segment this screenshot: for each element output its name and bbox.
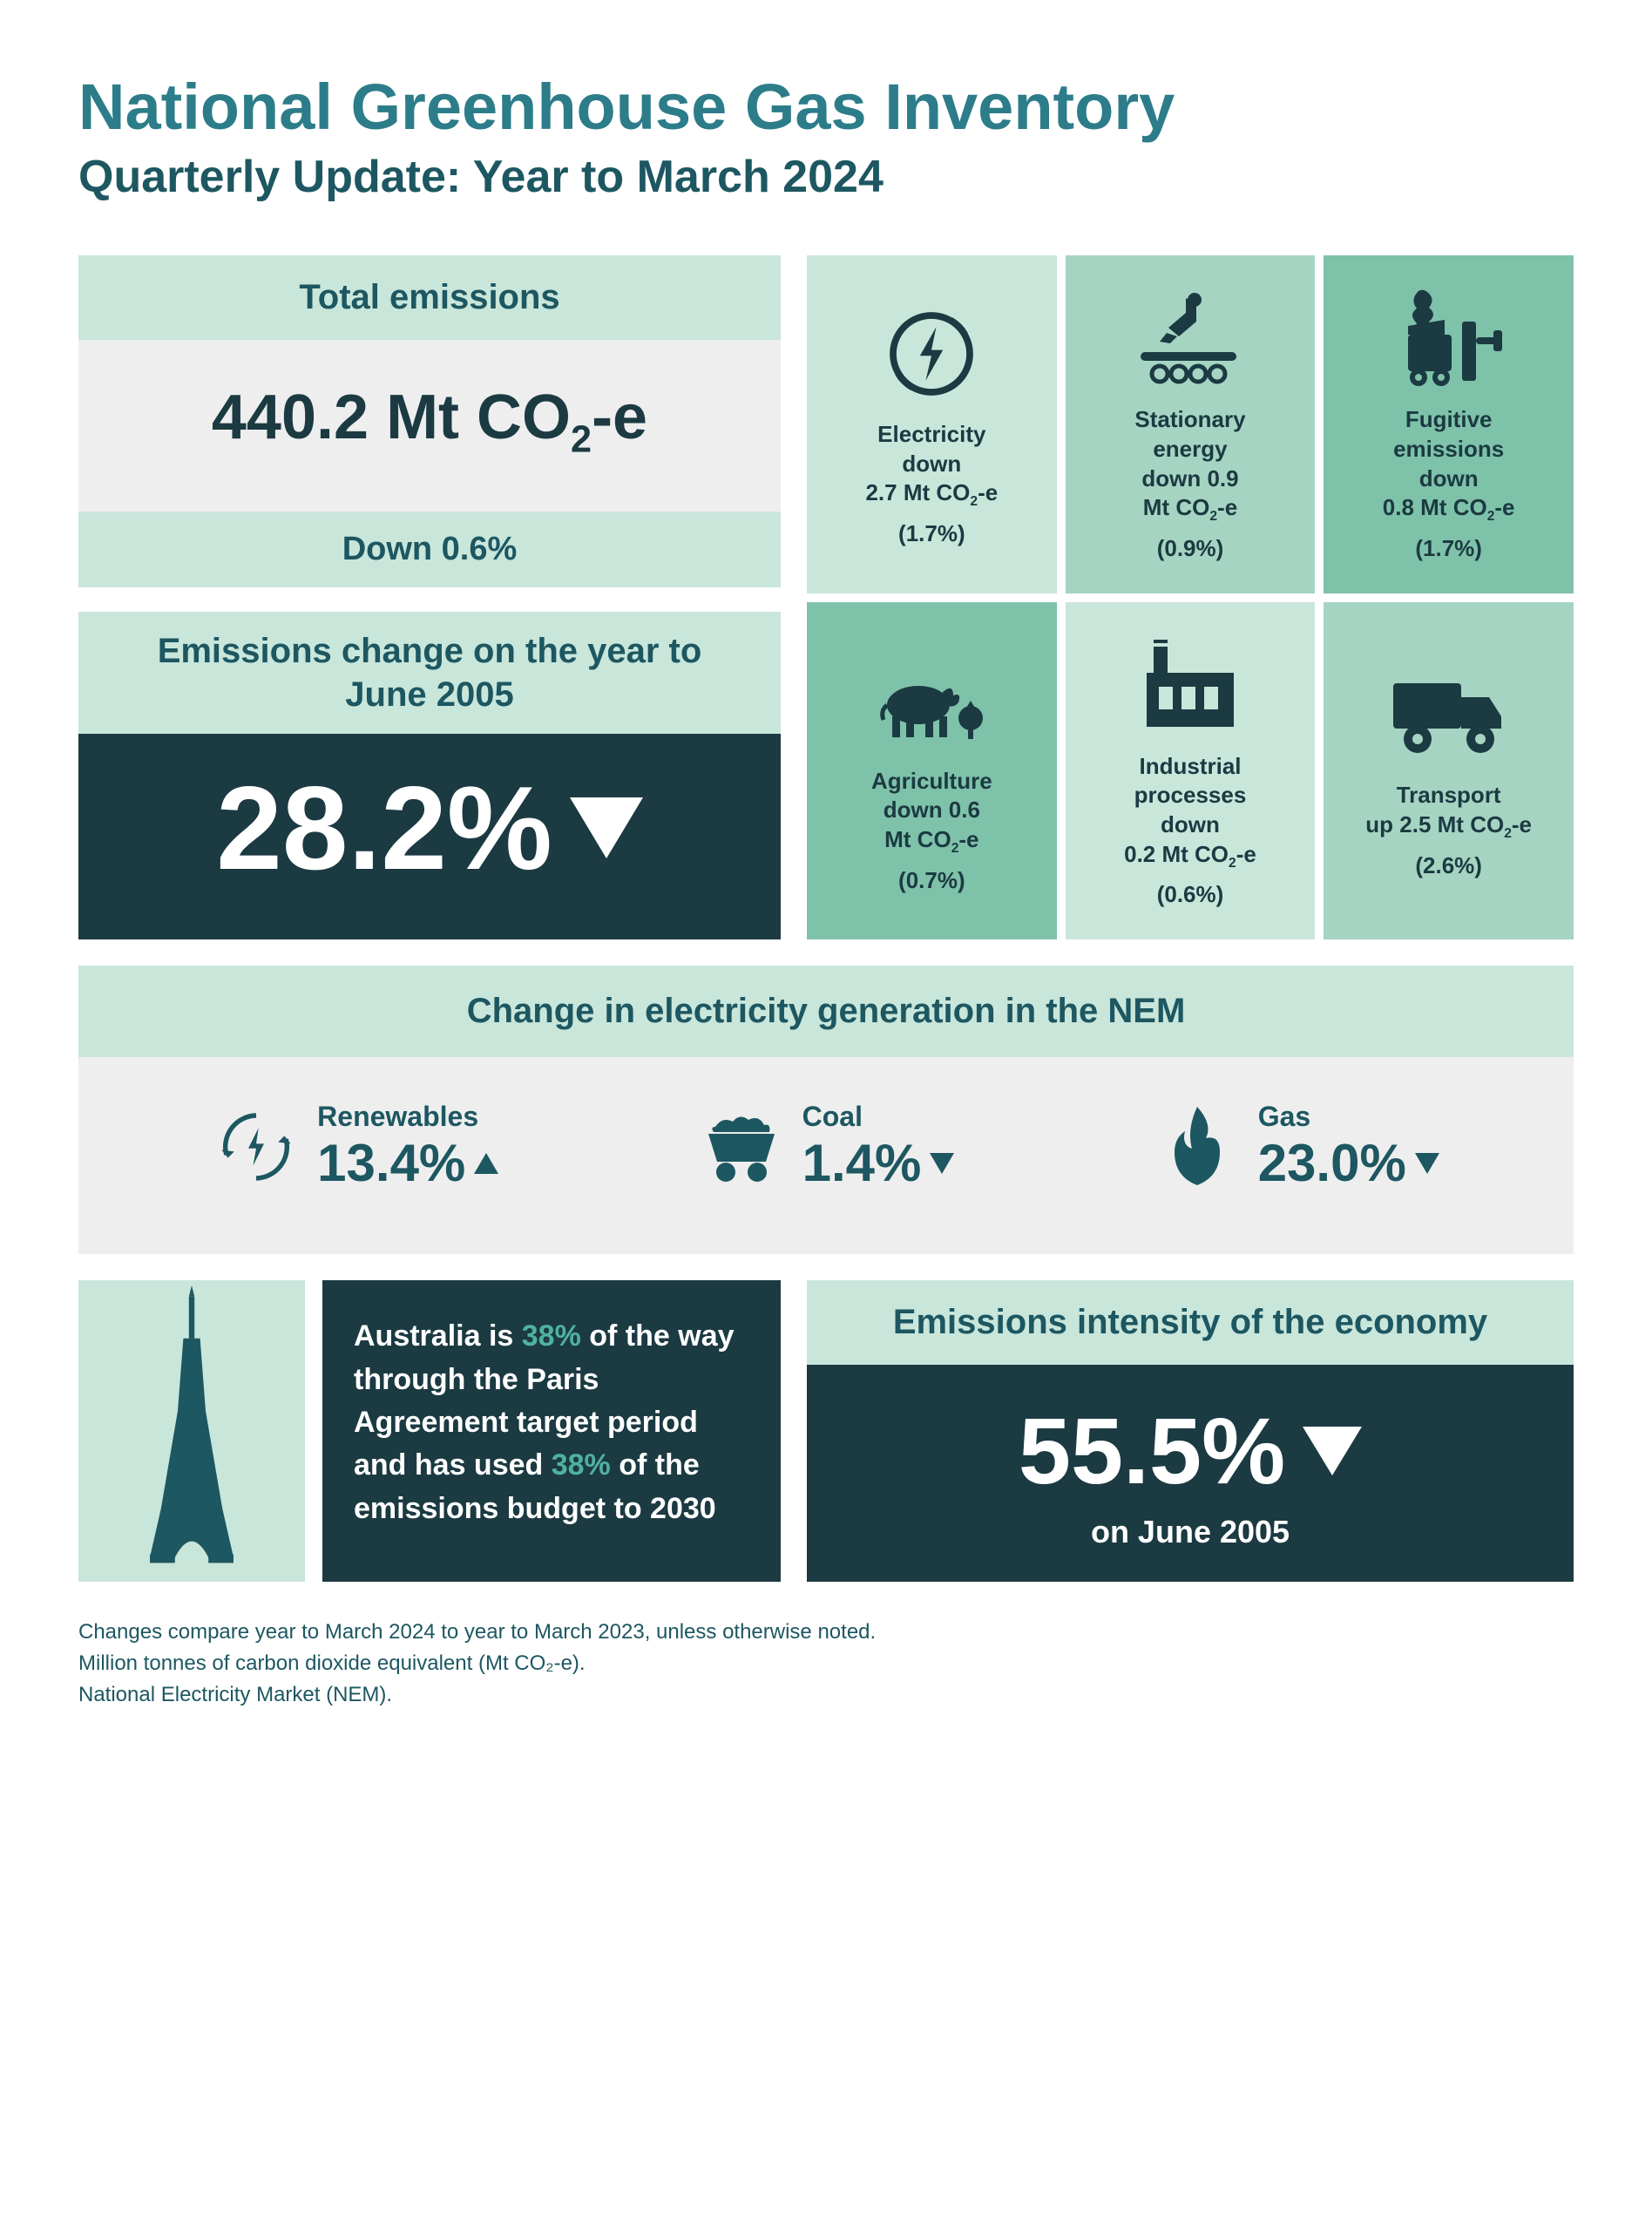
footnote-line-1: Million tonnes of carbon dioxide equival… — [78, 1648, 1574, 1679]
nem-value: 1.4% — [802, 1133, 955, 1193]
cart-icon — [698, 1103, 785, 1190]
nem-value: 23.0% — [1258, 1133, 1439, 1193]
sector-text: Agriculturedown 0.6Mt CO2-e — [871, 767, 992, 858]
nem-item-1: Coal 1.4% — [698, 1101, 955, 1193]
sector-grid: Electricitydown2.7 Mt CO2-e (1.7%) Stati… — [807, 255, 1574, 939]
sector-card-4: Industrialprocessesdown0.2 Mt CO2-e (0.6… — [1066, 602, 1316, 940]
total-val-prefix: 440.2 Mt CO — [212, 383, 571, 452]
total-val-suffix: -e — [592, 383, 647, 452]
footnotes: Changes compare year to March 2024 to ye… — [78, 1617, 1574, 1711]
nem-body: Renewables 13.4% Coal 1.4% Gas 23.0% — [78, 1057, 1574, 1254]
top-row: Total emissions 440.2 Mt CO2-e Down 0.6%… — [78, 255, 1574, 939]
fugitive-icon — [1392, 287, 1506, 391]
footnote-line-2: National Electricity Market (NEM). — [78, 1679, 1574, 1711]
nem-text: Gas 23.0% — [1258, 1101, 1439, 1193]
sector-text: Transportup 2.5 Mt CO2-e — [1365, 781, 1532, 843]
bolt-icon — [884, 302, 979, 406]
intensity-sub: on June 2005 — [1091, 1514, 1290, 1550]
nem-section: Change in electricity generation in the … — [78, 966, 1574, 1254]
intensity-card: Emissions intensity of the economy 55.5%… — [807, 1280, 1574, 1582]
sector-pct: (0.6%) — [1157, 881, 1224, 908]
page-title: National Greenhouse Gas Inventory — [78, 70, 1574, 144]
paris-pct1: 38% — [522, 1319, 581, 1353]
paris-card: Australia is 38% of the way through the … — [78, 1280, 781, 1582]
sector-pct: (1.7%) — [1415, 535, 1482, 562]
factory-icon — [1138, 634, 1242, 738]
nem-text: Coal 1.4% — [802, 1101, 955, 1193]
cow-icon — [875, 648, 988, 753]
total-val-sub: 2 — [571, 418, 592, 460]
triangle-down-icon — [570, 797, 643, 858]
paris-pre: Australia is — [354, 1319, 522, 1353]
sector-pct: (0.9%) — [1157, 535, 1224, 562]
triangle-down-icon — [930, 1153, 954, 1174]
total-emissions-heading: Total emissions — [78, 255, 781, 340]
eiffel-icon-box — [78, 1280, 305, 1582]
nem-item-2: Gas 23.0% — [1154, 1101, 1439, 1193]
intensity-value: 55.5% — [1019, 1396, 1362, 1505]
total-emissions-footer: Down 0.6% — [78, 512, 781, 587]
footnote-line-0: Changes compare year to March 2024 to ye… — [78, 1617, 1574, 1648]
left-column: Total emissions 440.2 Mt CO2-e Down 0.6%… — [78, 255, 781, 939]
sector-card-0: Electricitydown2.7 Mt CO2-e (1.7%) — [807, 255, 1057, 593]
truck-icon — [1388, 662, 1510, 767]
intensity-body: 55.5% on June 2005 — [807, 1365, 1574, 1582]
emissions-change-heading: Emissions change on the year to June 200… — [78, 612, 781, 734]
triangle-down-icon — [1415, 1153, 1439, 1174]
sector-text: Fugitiveemissionsdown0.8 Mt CO2-e — [1383, 405, 1515, 526]
sector-card-2: Fugitiveemissionsdown0.8 Mt CO2-e (1.7%) — [1324, 255, 1574, 593]
sector-text: Industrialprocessesdown0.2 Mt CO2-e — [1124, 752, 1256, 873]
nem-heading: Change in electricity generation in the … — [78, 966, 1574, 1057]
eiffel-tower-icon — [122, 1285, 261, 1564]
total-emissions-value: 440.2 Mt CO2-e — [78, 340, 781, 512]
page-subtitle: Quarterly Update: Year to March 2024 — [78, 151, 1574, 203]
sector-card-3: Agriculturedown 0.6Mt CO2-e (0.7%) — [807, 602, 1057, 940]
intensity-value-text: 55.5% — [1019, 1396, 1285, 1505]
sector-card-5: Transportup 2.5 Mt CO2-e (2.6%) — [1324, 602, 1574, 940]
sector-text: Electricitydown2.7 Mt CO2-e — [865, 420, 998, 512]
sector-pct: (1.7%) — [898, 520, 965, 547]
sector-text: Stationaryenergydown 0.9Mt CO2-e — [1134, 405, 1245, 526]
triangle-down-icon — [1303, 1427, 1362, 1475]
nem-label: Renewables — [317, 1101, 498, 1133]
emissions-change-card: Emissions change on the year to June 200… — [78, 612, 781, 939]
renew-icon — [213, 1103, 300, 1190]
sector-pct: (0.7%) — [898, 867, 965, 894]
paris-pct2: 38% — [552, 1448, 611, 1482]
nem-label: Gas — [1258, 1101, 1439, 1133]
robot-icon — [1134, 287, 1247, 391]
emissions-change-value: 28.2% — [78, 734, 781, 939]
nem-item-0: Renewables 13.4% — [213, 1101, 498, 1193]
paris-text: Australia is 38% of the way through the … — [322, 1280, 781, 1582]
nem-value: 13.4% — [317, 1133, 498, 1193]
nem-text: Renewables 13.4% — [317, 1101, 498, 1193]
nem-label: Coal — [802, 1101, 955, 1133]
intensity-heading: Emissions intensity of the economy — [807, 1280, 1574, 1365]
change-value-text: 28.2% — [216, 760, 552, 896]
sector-card-1: Stationaryenergydown 0.9Mt CO2-e (0.9%) — [1066, 255, 1316, 593]
total-emissions-card: Total emissions 440.2 Mt CO2-e Down 0.6% — [78, 255, 781, 587]
sector-pct: (2.6%) — [1415, 852, 1482, 879]
triangle-up-icon — [474, 1153, 498, 1174]
flame-icon — [1154, 1103, 1241, 1190]
bottom-row: Australia is 38% of the way through the … — [78, 1280, 1574, 1582]
